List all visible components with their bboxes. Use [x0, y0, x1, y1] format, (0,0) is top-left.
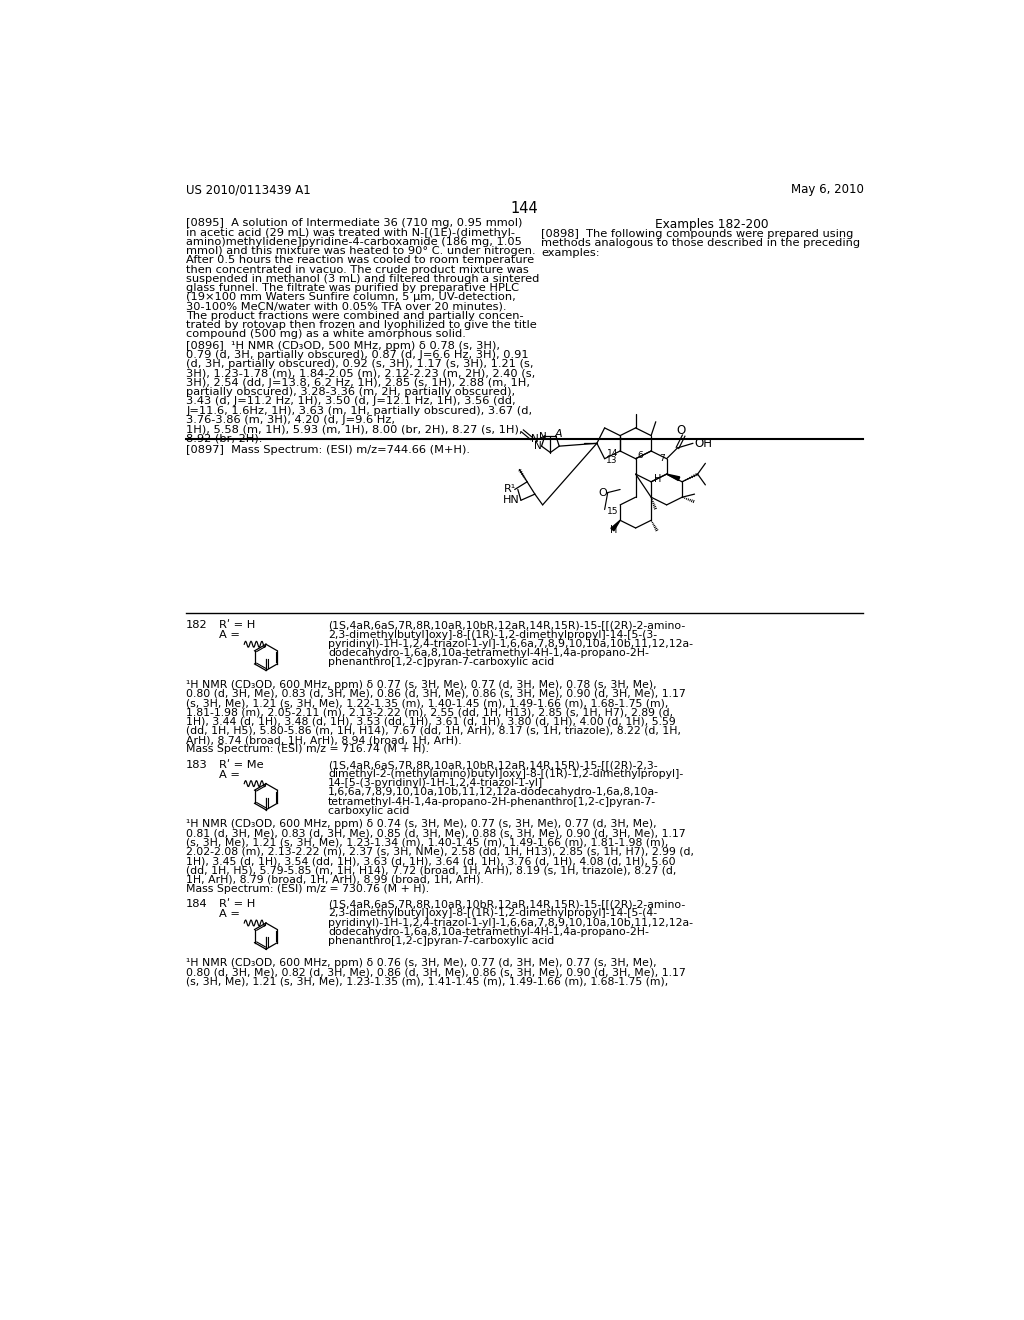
Text: [0895]  A solution of Intermediate 36 (710 mg, 0.95 mmol): [0895] A solution of Intermediate 36 (71… [186, 218, 522, 228]
Text: (1S,4aR,6aS,7R,8R,10aR,10bR,12aR,14R,15R)-15-[[(2R)-2-amino-: (1S,4aR,6aS,7R,8R,10aR,10bR,12aR,14R,15R… [328, 620, 685, 631]
Text: then concentrated in vacuo. The crude product mixture was: then concentrated in vacuo. The crude pr… [186, 264, 528, 275]
Text: phenanthro[1,2-c]pyran-7-carboxylic acid: phenanthro[1,2-c]pyran-7-carboxylic acid [328, 936, 554, 946]
Text: tetramethyl-4H-1,4a-propano-2H-phenanthro[1,2-c]pyran-7-: tetramethyl-4H-1,4a-propano-2H-phenanthr… [328, 797, 656, 807]
Text: The product fractions were combined and partially concen-: The product fractions were combined and … [186, 312, 523, 321]
Text: 13: 13 [606, 455, 617, 465]
Text: J=11.6, 1.6Hz, 1H), 3.63 (m, 1H, partially obscured), 3.67 (d,: J=11.6, 1.6Hz, 1H), 3.63 (m, 1H, partial… [186, 405, 532, 416]
Text: 8.92 (br, 2H).: 8.92 (br, 2H). [186, 433, 262, 444]
Text: ¹H NMR (CD₃OD, 600 MHz, ppm) δ 0.74 (s, 3H, Me), 0.77 (s, 3H, Me), 0.77 (d, 3H, : ¹H NMR (CD₃OD, 600 MHz, ppm) δ 0.74 (s, … [186, 818, 656, 829]
Text: May 6, 2010: May 6, 2010 [791, 183, 863, 197]
Text: Mass Spectrum: (ESI) m/z = 730.76 (M + H).: Mass Spectrum: (ESI) m/z = 730.76 (M + H… [186, 884, 429, 894]
Text: H: H [654, 474, 662, 484]
Text: N: N [531, 434, 539, 444]
Text: 14-[5-(3-pyridinyl)-1H-1,2,4-triazol-1-yl]: 14-[5-(3-pyridinyl)-1H-1,2,4-triazol-1-y… [328, 779, 543, 788]
Text: 1H), 3.44 (d, 1H), 3.48 (d, 1H), 3.53 (dd, 1H), 3.61 (d, 1H), 3.80 (d, 1H), 4.00: 1H), 3.44 (d, 1H), 3.48 (d, 1H), 3.53 (d… [186, 717, 676, 726]
Text: H: H [610, 524, 617, 535]
Text: (1S,4aR,6aS,7R,8R,10aR,10bR,12aR,14R,15R)-15-[[(2R)-2,3-: (1S,4aR,6aS,7R,8R,10aR,10bR,12aR,14R,15R… [328, 760, 657, 770]
Text: 184: 184 [186, 899, 208, 909]
Text: phenanthro[1,2-c]pyran-7-carboxylic acid: phenanthro[1,2-c]pyran-7-carboxylic acid [328, 657, 554, 668]
Text: amino)methylidene]pyridine-4-carboxamide (186 mg, 1.05: amino)methylidene]pyridine-4-carboxamide… [186, 238, 522, 247]
Text: examples:: examples: [541, 248, 600, 257]
Text: (19×100 mm Waters Sunfire column, 5 μm, UV-detection,: (19×100 mm Waters Sunfire column, 5 μm, … [186, 293, 516, 302]
Text: (d, 3H, partially obscured), 0.92 (s, 3H), 1.17 (s, 3H), 1.21 (s,: (d, 3H, partially obscured), 0.92 (s, 3H… [186, 359, 534, 370]
Text: 0.81 (d, 3H, Me), 0.83 (d, 3H, Me), 0.85 (d, 3H, Me), 0.88 (s, 3H, Me), 0.90 (d,: 0.81 (d, 3H, Me), 0.83 (d, 3H, Me), 0.85… [186, 829, 686, 838]
Text: 3H), 1.23-1.78 (m), 1.84-2.05 (m), 2.12-2.23 (m, 2H), 2.40 (s,: 3H), 1.23-1.78 (m), 1.84-2.05 (m), 2.12-… [186, 368, 536, 379]
Text: 2,3-dimethylbutyl]oxy]-8-[(1R)-1,2-dimethylpropyl]-14-[5-(3-: 2,3-dimethylbutyl]oxy]-8-[(1R)-1,2-dimet… [328, 630, 657, 640]
Text: 2,3-dimethylbutyl]oxy]-8-[(1R)-1,2-dimethylpropyl]-14-[5-(4-: 2,3-dimethylbutyl]oxy]-8-[(1R)-1,2-dimet… [328, 908, 657, 919]
Text: (1S,4aR,6aS,7R,8R,10aR,10bR,12aR,14R,15R)-15-[[(2R)-2-amino-: (1S,4aR,6aS,7R,8R,10aR,10bR,12aR,14R,15R… [328, 899, 685, 909]
Text: 3.43 (d, J=11.2 Hz, 1H), 3.50 (d, J=12.1 Hz, 1H), 3.56 (dd,: 3.43 (d, J=11.2 Hz, 1H), 3.50 (d, J=12.1… [186, 396, 516, 407]
Text: 144: 144 [511, 201, 539, 215]
Text: US 2010/0113439 A1: US 2010/0113439 A1 [186, 183, 311, 197]
Text: suspended in methanol (3 mL) and filtered through a sintered: suspended in methanol (3 mL) and filtere… [186, 275, 540, 284]
Text: (s, 3H, Me), 1.21 (s, 3H, Me), 1.23-1.35 (m), 1.41-1.45 (m), 1.49-1.66 (m), 1.68: (s, 3H, Me), 1.21 (s, 3H, Me), 1.23-1.35… [186, 977, 669, 987]
Text: dodecahydro-1,6a,8,10a-tetramethyl-4H-1,4a-propano-2H-: dodecahydro-1,6a,8,10a-tetramethyl-4H-1,… [328, 648, 649, 659]
Text: OH: OH [695, 437, 713, 450]
Text: in acetic acid (29 mL) was treated with N-[(1E)-(dimethyl-: in acetic acid (29 mL) was treated with … [186, 227, 515, 238]
Text: trated by rotovap then frozen and lyophilized to give the title: trated by rotovap then frozen and lyophi… [186, 321, 537, 330]
Text: 182: 182 [186, 620, 208, 631]
Text: pyridinyl)-1H-1,2,4-triazol-1-yl]-1,6,6a,7,8,9,10,10a,10b,11,12,12a-: pyridinyl)-1H-1,2,4-triazol-1-yl]-1,6,6a… [328, 639, 693, 649]
Text: Examples 182-200: Examples 182-200 [654, 218, 768, 231]
Text: dodecahydro-1,6a,8,10a-tetramethyl-4H-1,4a-propano-2H-: dodecahydro-1,6a,8,10a-tetramethyl-4H-1,… [328, 927, 649, 937]
Text: 2.02-2.08 (m), 2.13-2.22 (m), 2.37 (s, 3H, NMe), 2.58 (dd, 1H, H13), 2.85 (s, 1H: 2.02-2.08 (m), 2.13-2.22 (m), 2.37 (s, 3… [186, 847, 694, 857]
Text: (s, 3H, Me), 1.21 (s, 3H, Me), 1.23-1.34 (m), 1.40-1.45 (m), 1.49-1.66 (m), 1.81: (s, 3H, Me), 1.21 (s, 3H, Me), 1.23-1.34… [186, 838, 669, 847]
Text: Rʹ = H: Rʹ = H [219, 620, 256, 631]
Text: (dd, 1H, H5), 5.79-5.85 (m, 1H, H14), 7.72 (broad, 1H, ArH), 8.19 (s, 1H, triazo: (dd, 1H, H5), 5.79-5.85 (m, 1H, H14), 7.… [186, 866, 677, 875]
Text: 0.80 (d, 3H, Me), 0.83 (d, 3H, Me), 0.86 (d, 3H, Me), 0.86 (s, 3H, Me), 0.90 (d,: 0.80 (d, 3H, Me), 0.83 (d, 3H, Me), 0.86… [186, 689, 686, 698]
Text: A =: A = [219, 909, 241, 919]
Text: [0898]  The following compounds were prepared using: [0898] The following compounds were prep… [541, 230, 853, 239]
Text: 1H, ArH), 8.79 (broad, 1H, ArH), 8.99 (broad, 1H, ArH).: 1H, ArH), 8.79 (broad, 1H, ArH), 8.99 (b… [186, 875, 484, 884]
Text: N: N [534, 441, 542, 451]
Text: HN: HN [503, 495, 519, 506]
Text: compound (500 mg) as a white amorphous solid.: compound (500 mg) as a white amorphous s… [186, 330, 466, 339]
Text: methods analogous to those described in the preceding: methods analogous to those described in … [541, 239, 860, 248]
Text: Mass Spectrum: (ESI) m/z = 716.74 (M + H).: Mass Spectrum: (ESI) m/z = 716.74 (M + H… [186, 744, 429, 754]
Text: mmol) and this mixture was heated to 90° C. under nitrogen.: mmol) and this mixture was heated to 90°… [186, 246, 536, 256]
Text: [0897]  Mass Spectrum: (ESI) m/z=744.66 (M+H).: [0897] Mass Spectrum: (ESI) m/z=744.66 (… [186, 445, 470, 455]
Text: ArH), 8.74 (broad, 1H, ArH), 8.94 (broad, 1H, ArH).: ArH), 8.74 (broad, 1H, ArH), 8.94 (broad… [186, 735, 462, 744]
Text: A =: A = [219, 631, 241, 640]
Text: pyridinyl)-1H-1,2,4-triazol-1-yl]-1,6,6a,7,8,9,10,10a,10b,11,12,12a-: pyridinyl)-1H-1,2,4-triazol-1-yl]-1,6,6a… [328, 917, 693, 928]
Text: partially obscured), 3.28-3.36 (m, 2H, partially obscured),: partially obscured), 3.28-3.36 (m, 2H, p… [186, 387, 515, 397]
Text: ¹H NMR (CD₃OD, 600 MHz, ppm) δ 0.76 (s, 3H, Me), 0.77 (d, 3H, Me), 0.77 (s, 3H, : ¹H NMR (CD₃OD, 600 MHz, ppm) δ 0.76 (s, … [186, 958, 656, 969]
Text: A =: A = [219, 770, 241, 780]
Text: 3H), 2.54 (dd, J=13.8, 6.2 Hz, 1H), 2.85 (s, 1H), 2.88 (m, 1H,: 3H), 2.54 (dd, J=13.8, 6.2 Hz, 1H), 2.85… [186, 378, 530, 388]
Text: 3.76-3.86 (m, 3H), 4.20 (d, J=9.6 Hz,: 3.76-3.86 (m, 3H), 4.20 (d, J=9.6 Hz, [186, 414, 395, 425]
Text: After 0.5 hours the reaction was cooled to room temperature: After 0.5 hours the reaction was cooled … [186, 256, 535, 265]
Text: 0.79 (d, 3H, partially obscured), 0.87 (d, J=6.6 Hz, 3H), 0.91: 0.79 (d, 3H, partially obscured), 0.87 (… [186, 350, 528, 360]
Text: 6: 6 [637, 451, 643, 461]
Text: O: O [598, 487, 606, 498]
Text: 1H), 5.58 (m, 1H), 5.93 (m, 1H), 8.00 (br, 2H), 8.27 (s, 1H),: 1H), 5.58 (m, 1H), 5.93 (m, 1H), 8.00 (b… [186, 424, 522, 434]
Text: 30-100% MeCN/water with 0.05% TFA over 20 minutes).: 30-100% MeCN/water with 0.05% TFA over 2… [186, 302, 507, 312]
Text: N: N [539, 433, 547, 442]
Text: 15: 15 [607, 507, 618, 516]
Text: 1.81-1.98 (m), 2.05-2.11 (m), 2.13-2.22 (m), 2.55 (dd, 1H, H13), 2.85 (s, 1H, H7: 1.81-1.98 (m), 2.05-2.11 (m), 2.13-2.22 … [186, 708, 673, 717]
Text: A: A [554, 429, 562, 440]
Text: glass funnel. The filtrate was purified by preparative HPLC: glass funnel. The filtrate was purified … [186, 284, 519, 293]
Text: 14: 14 [607, 449, 618, 458]
Text: 183: 183 [186, 760, 208, 770]
Text: carboxylic acid: carboxylic acid [328, 807, 410, 816]
Text: 1,6,6a,7,8,9,10,10a,10b,11,12,12a-dodecahydro-1,6a,8,10a-: 1,6,6a,7,8,9,10,10a,10b,11,12,12a-dodeca… [328, 788, 659, 797]
Text: 0.80 (d, 3H, Me), 0.82 (d, 3H, Me), 0.86 (d, 3H, Me), 0.86 (s, 3H, Me), 0.90 (d,: 0.80 (d, 3H, Me), 0.82 (d, 3H, Me), 0.86… [186, 968, 686, 978]
Text: 7: 7 [659, 454, 665, 463]
Text: Rʹ = H: Rʹ = H [219, 899, 256, 909]
Text: (dd, 1H, H5), 5.80-5.86 (m, 1H, H14), 7.67 (dd, 1H, ArH), 8.17 (s, 1H, triazole): (dd, 1H, H5), 5.80-5.86 (m, 1H, H14), 7.… [186, 726, 681, 735]
Polygon shape [667, 474, 680, 480]
Text: R¹: R¹ [504, 484, 516, 495]
Text: [0896]  ¹H NMR (CD₃OD, 500 MHz, ppm) δ 0.78 (s, 3H),: [0896] ¹H NMR (CD₃OD, 500 MHz, ppm) δ 0.… [186, 341, 500, 351]
Text: O: O [676, 425, 685, 437]
Text: dimethyl-2-(methylamino)butyl]oxy]-8-[(1R)-1,2-dimethylpropyl]-: dimethyl-2-(methylamino)butyl]oxy]-8-[(1… [328, 770, 683, 779]
Text: (s, 3H, Me), 1.21 (s, 3H, Me), 1.22-1.35 (m), 1.40-1.45 (m), 1.49-1.66 (m), 1.68: (s, 3H, Me), 1.21 (s, 3H, Me), 1.22-1.35… [186, 698, 669, 708]
Polygon shape [611, 520, 621, 531]
Text: ¹H NMR (CD₃OD, 600 MHz, ppm) δ 0.77 (s, 3H, Me), 0.77 (d, 3H, Me), 0.78 (s, 3H, : ¹H NMR (CD₃OD, 600 MHz, ppm) δ 0.77 (s, … [186, 680, 656, 689]
Text: 1H), 3.45 (d, 1H), 3.54 (dd, 1H), 3.63 (d, 1H), 3.64 (d, 1H), 3.76 (d, 1H), 4.08: 1H), 3.45 (d, 1H), 3.54 (dd, 1H), 3.63 (… [186, 857, 676, 866]
Text: Rʹ = Me: Rʹ = Me [219, 760, 264, 770]
